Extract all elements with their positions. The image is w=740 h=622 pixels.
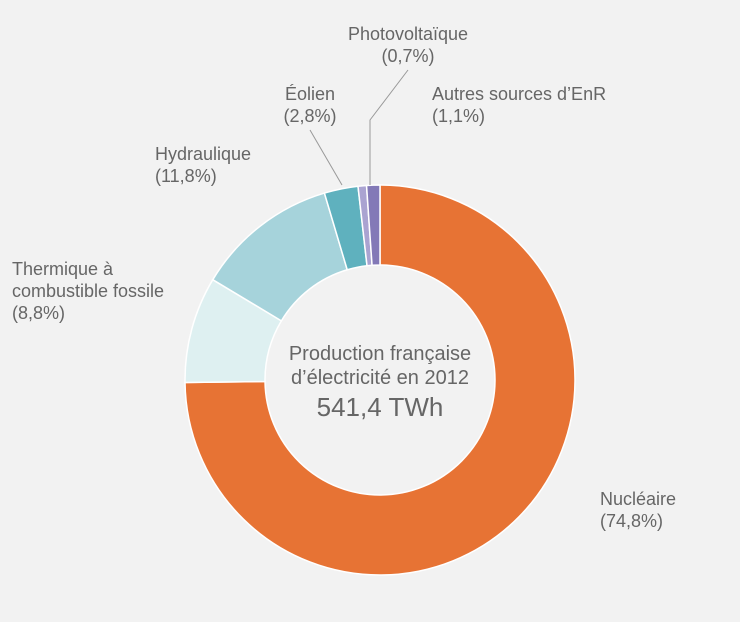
label-nucleaire: Nucléaire(74,8%) — [600, 489, 676, 531]
center-title-line2: d’électricité en 2012 — [291, 367, 469, 389]
leader-photovoltaique — [370, 70, 408, 185]
label-thermique: Thermique àcombustible fossile(8,8%) — [12, 259, 164, 323]
segment-labels: Nucléaire(74,8%) Thermique àcombustible f… — [12, 24, 676, 531]
label-hydraulique: Hydraulique(11,8%) — [155, 144, 251, 186]
center-label: Production française d’électricité en 20… — [289, 343, 471, 422]
center-title-line1: Production française — [289, 343, 471, 365]
center-total-value: 541,4 TWh — [317, 392, 444, 422]
label-eolien: Éolien(2,8%) — [283, 84, 336, 126]
label-autres_enr: Autres sources d’EnR(1,1%) — [432, 84, 606, 126]
leader-eolien — [310, 130, 342, 185]
label-photovoltaique: Photovoltaïque(0,7%) — [348, 24, 468, 66]
electricity-production-donut-chart: Nucléaire(74,8%) Thermique àcombustible f… — [0, 0, 740, 622]
